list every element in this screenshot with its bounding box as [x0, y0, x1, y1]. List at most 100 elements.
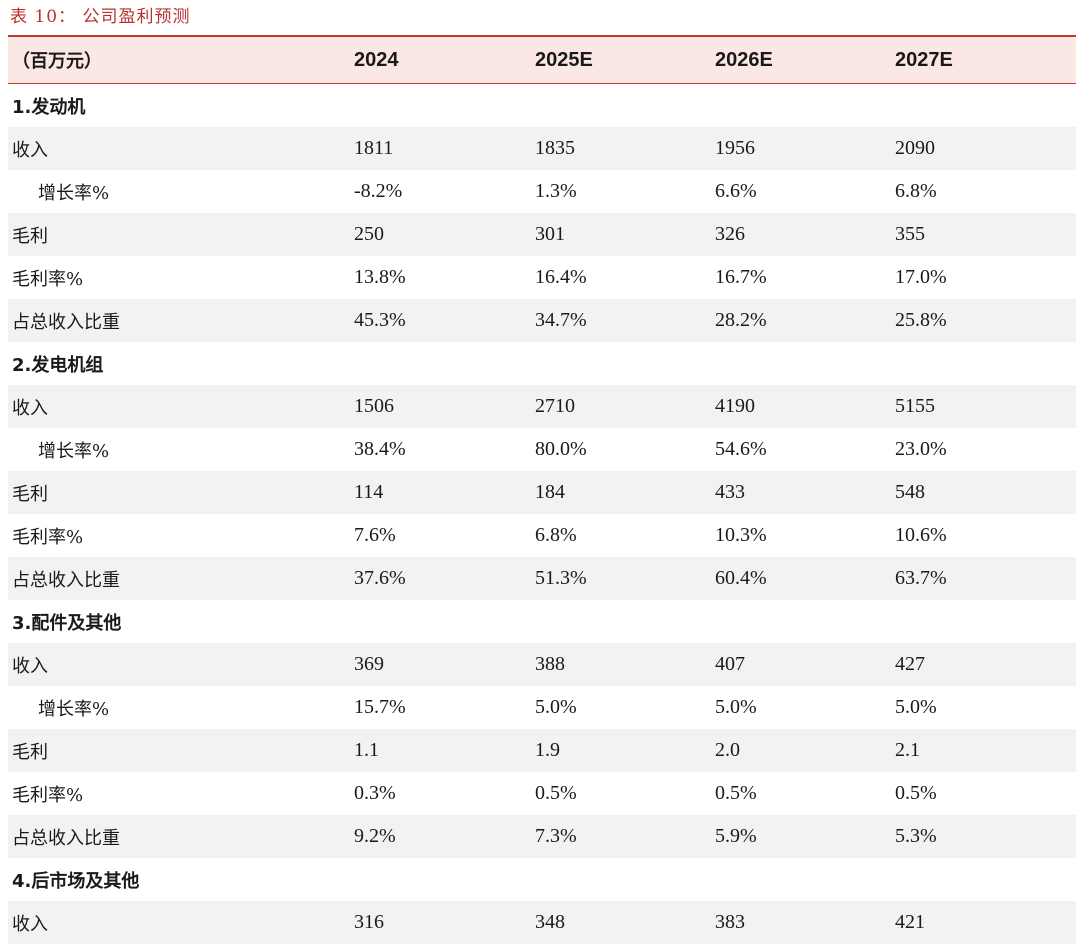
row-label: 收入	[8, 385, 345, 428]
value-cell: 326	[706, 213, 886, 256]
value-cell: 548	[886, 471, 1076, 514]
value-cell: 7.6%	[354, 524, 396, 546]
value-cell: 6.8%	[895, 180, 937, 202]
row-label: 增长率%	[38, 698, 110, 720]
year-header: 2025E	[526, 37, 706, 84]
value-cell: 51.3%	[526, 557, 706, 600]
value-cell: 80.0%	[535, 438, 587, 460]
row-label: 占总收入比重	[8, 299, 345, 342]
row-label: 收入	[8, 127, 345, 170]
row-label: 毛利	[8, 729, 345, 772]
value-cell: 114	[345, 471, 526, 514]
table-title: 表 10： 公司盈利预测	[10, 7, 191, 27]
table-row: 毛利率% 0.3% 0.5% 0.5% 0.5%	[8, 772, 1076, 815]
value-cell: 0.5%	[715, 782, 757, 804]
table-row: 占总收入比重 37.6% 51.3% 60.4% 63.7%	[8, 557, 1076, 600]
value-cell: 38.4%	[354, 438, 406, 460]
row-label: 增长率%	[38, 440, 110, 462]
value-cell: 23.0%	[895, 438, 947, 460]
value-cell: 4190	[706, 385, 886, 428]
value-cell: 13.8%	[354, 266, 406, 288]
value-cell: 433	[706, 471, 886, 514]
value-cell: 37.6%	[345, 557, 526, 600]
value-cell: 5.0%	[535, 696, 577, 718]
value-cell: 45.3%	[345, 299, 526, 342]
value-cell: 7.3%	[526, 815, 706, 858]
section-title: 4.后市场及其他	[12, 870, 140, 892]
profit-forecast-table: （百万元） 2024 2025E 2026E 2027E 1.发动机 收入 1811…	[8, 37, 1076, 944]
table-row: 增长率% 38.4% 80.0% 54.6% 23.0%	[8, 428, 1076, 471]
table-body: 1.发动机 收入 1811 1835 1956 2090 增长率% -8.2% 1.3% 6.6%…	[8, 84, 1076, 944]
value-cell: 16.7%	[715, 266, 767, 288]
table-row: 毛利 1.1 1.9 2.0 2.1	[8, 729, 1076, 772]
table-row: 毛利 114 184 433 548	[8, 471, 1076, 514]
value-cell: 427	[886, 643, 1076, 686]
value-cell: 407	[706, 643, 886, 686]
row-label: 毛利率%	[12, 268, 84, 290]
value-cell: 60.4%	[706, 557, 886, 600]
value-cell: -8.2%	[354, 180, 403, 202]
value-cell: 1835	[526, 127, 706, 170]
table-row: 占总收入比重 9.2% 7.3% 5.9% 5.3%	[8, 815, 1076, 858]
value-cell: 316	[345, 901, 526, 944]
table-row: 收入 1811 1835 1956 2090	[8, 127, 1076, 170]
row-label: 毛利率%	[12, 784, 84, 806]
row-label: 毛利率%	[12, 526, 84, 548]
value-cell: 10.3%	[715, 524, 767, 546]
value-cell: 1956	[706, 127, 886, 170]
value-cell: 2.1	[886, 729, 1076, 772]
value-cell: 6.6%	[715, 180, 757, 202]
value-cell: 421	[886, 901, 1076, 944]
value-cell: 28.2%	[706, 299, 886, 342]
table-row: 增长率% -8.2% 1.3% 6.6% 6.8%	[8, 170, 1076, 213]
value-cell: 369	[345, 643, 526, 686]
section-header-row: 4.后市场及其他	[8, 858, 1076, 901]
row-label: 收入	[8, 901, 345, 944]
value-cell: 2090	[886, 127, 1076, 170]
unit-header: （百万元）	[8, 37, 345, 84]
value-cell: 1811	[345, 127, 526, 170]
value-cell: 34.7%	[526, 299, 706, 342]
section-title: 3.配件及其他	[12, 612, 122, 634]
value-cell: 388	[526, 643, 706, 686]
table-row: 毛利率% 13.8% 16.4% 16.7% 17.0%	[8, 256, 1076, 299]
year-header: 2026E	[706, 37, 886, 84]
row-label: 收入	[8, 643, 345, 686]
table-row: 收入 316 348 383 421	[8, 901, 1076, 944]
value-cell: 0.5%	[895, 782, 937, 804]
value-cell: 355	[886, 213, 1076, 256]
value-cell: 0.5%	[535, 782, 577, 804]
year-header: 2024	[345, 37, 526, 84]
table-row: 毛利 250 301 326 355	[8, 213, 1076, 256]
year-header: 2027E	[886, 37, 1076, 84]
table-row: 占总收入比重 45.3% 34.7% 28.2% 25.8%	[8, 299, 1076, 342]
top-rule	[8, 35, 1076, 37]
table-row: 收入 369 388 407 427	[8, 643, 1076, 686]
value-cell: 15.7%	[354, 696, 406, 718]
value-cell: 5.9%	[706, 815, 886, 858]
value-cell: 6.8%	[535, 524, 577, 546]
value-cell: 54.6%	[715, 438, 767, 460]
row-label: 增长率%	[38, 182, 110, 204]
value-cell: 348	[526, 901, 706, 944]
section-header-row: 2.发电机组	[8, 342, 1076, 385]
value-cell: 16.4%	[535, 266, 587, 288]
value-cell: 5.0%	[895, 696, 937, 718]
section-title: 1.发动机	[12, 96, 86, 118]
value-cell: 25.8%	[886, 299, 1076, 342]
row-label: 毛利	[8, 213, 345, 256]
value-cell: 383	[706, 901, 886, 944]
table-row: 增长率% 15.7% 5.0% 5.0% 5.0%	[8, 686, 1076, 729]
table-row: 毛利率% 7.6% 6.8% 10.3% 10.6%	[8, 514, 1076, 557]
row-label: 占总收入比重	[8, 815, 345, 858]
value-cell: 184	[526, 471, 706, 514]
section-title: 2.发电机组	[12, 354, 104, 376]
value-cell: 63.7%	[886, 557, 1076, 600]
value-cell: 1.1	[345, 729, 526, 772]
value-cell: 5.0%	[715, 696, 757, 718]
value-cell: 1506	[345, 385, 526, 428]
value-cell: 17.0%	[895, 266, 947, 288]
row-label: 毛利	[8, 471, 345, 514]
table-row: 收入 1506 2710 4190 5155	[8, 385, 1076, 428]
value-cell: 9.2%	[345, 815, 526, 858]
